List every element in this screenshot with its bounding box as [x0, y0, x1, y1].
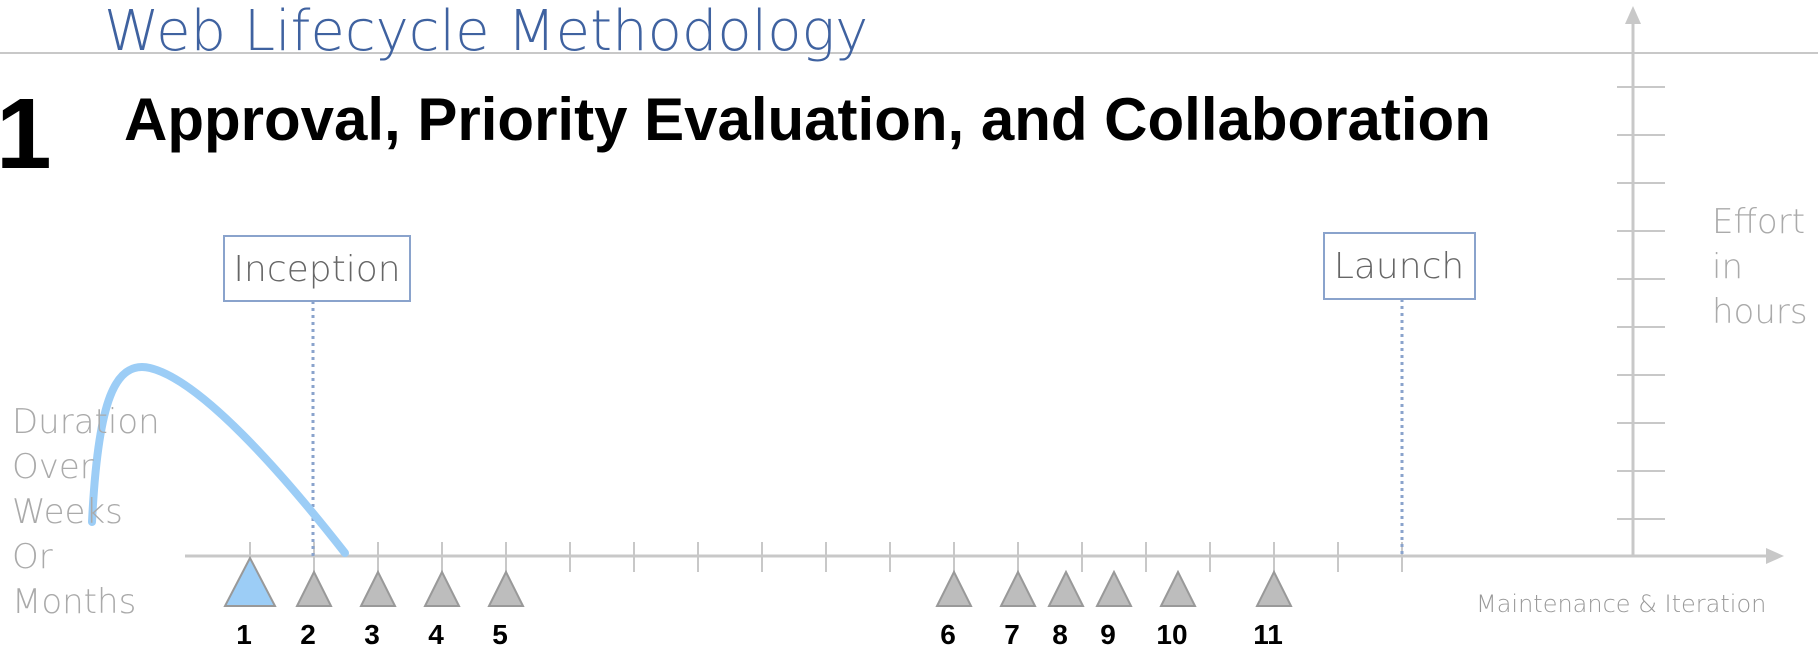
milestone-marker: [295, 569, 333, 607]
milestone-marker: [1159, 569, 1197, 607]
milestone-number: 11: [1253, 619, 1283, 647]
milestone-number: 5: [492, 619, 508, 647]
milestone-marker: [359, 569, 397, 607]
step-number: 1: [0, 78, 52, 190]
milestones: 1 2 3 4 5 6 7 8 9 10 11: [223, 555, 1293, 647]
label-line: Or: [12, 537, 53, 577]
time-arrow: [1766, 548, 1784, 564]
tail-label: Maintenance & Iteration: [1476, 590, 1766, 618]
label-line: Months: [12, 582, 136, 622]
label-line: Over: [12, 447, 94, 487]
milestone-number: 7: [1004, 619, 1020, 647]
effort-ticks: [1617, 86, 1665, 520]
milestone-number: 8: [1052, 619, 1068, 647]
milestone-number: 3: [364, 619, 380, 647]
phase-label: Launch: [1334, 246, 1464, 287]
milestone-marker: [999, 569, 1037, 607]
effort-arrow: [1625, 6, 1641, 24]
step-title: Approval, Priority Evaluation, and Colla…: [124, 86, 1491, 153]
milestone-marker: [223, 555, 277, 607]
label-line: in: [1712, 247, 1743, 287]
phase-box: [223, 235, 411, 302]
phase-box: [1323, 232, 1476, 300]
milestone-marker: [1047, 569, 1085, 607]
effort-curve: [88, 363, 349, 557]
milestone-marker: [1095, 569, 1133, 607]
milestone-number: 9: [1100, 619, 1116, 647]
label-line: hours: [1712, 292, 1808, 332]
phase-label: Inception: [233, 249, 400, 290]
duration-label: Duration Over Weeks Or Months: [12, 402, 160, 622]
milestone-marker: [423, 569, 461, 607]
milestone-marker: [487, 569, 525, 607]
milestone-number: 10: [1156, 619, 1187, 647]
milestone-number: 1: [236, 619, 252, 647]
label-line: Effort: [1712, 202, 1805, 242]
milestone-number: 6: [940, 619, 956, 647]
header-title: Web Lifecycle Methodology: [104, 0, 868, 64]
milestone-number: 4: [428, 619, 444, 647]
label-line: Weeks: [12, 492, 123, 532]
milestone-marker: [935, 569, 973, 607]
milestone-marker: [1255, 569, 1293, 607]
effort-label: Effort in hours: [1712, 202, 1808, 332]
milestone-number: 2: [300, 619, 316, 647]
label-line: Duration: [12, 402, 160, 442]
